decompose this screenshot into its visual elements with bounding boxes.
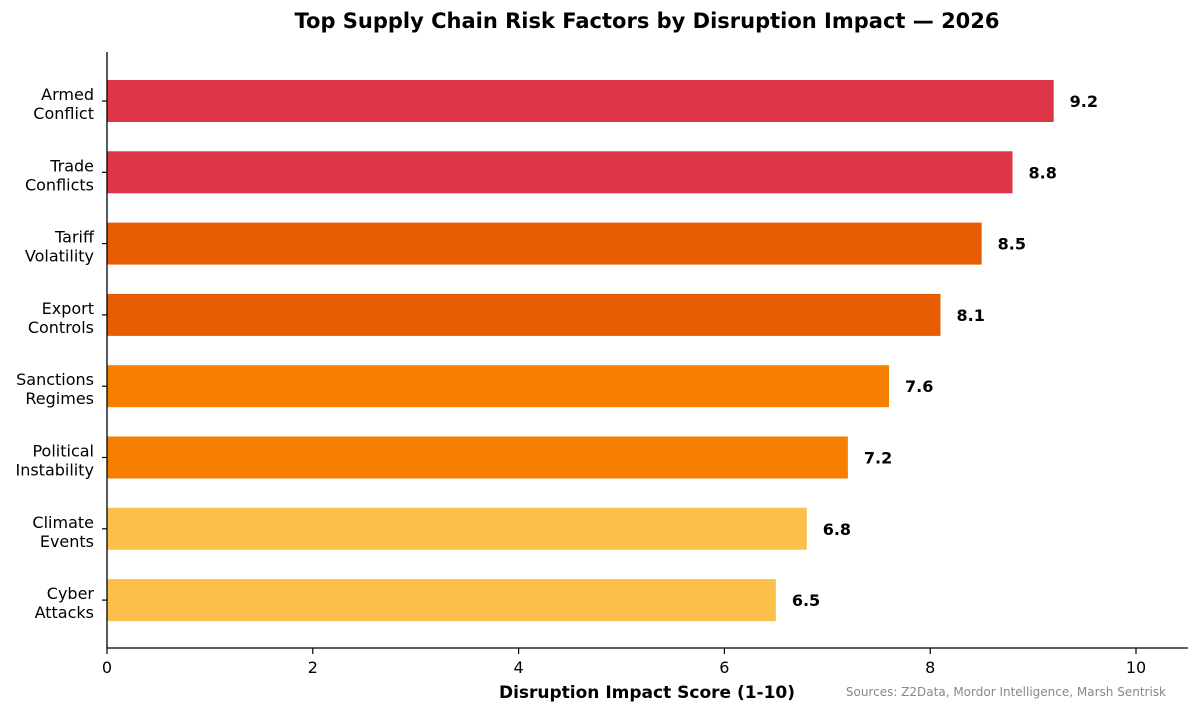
bar — [107, 222, 982, 265]
value-label: 8.8 — [1029, 163, 1057, 182]
y-tick-label-line: Volatility — [25, 247, 94, 266]
chart-title: Top Supply Chain Risk Factors by Disrupt… — [294, 9, 999, 33]
y-tick-label-line: Political — [32, 442, 94, 461]
bar — [107, 579, 776, 622]
y-tick-label: Trade Conflicts — [25, 156, 94, 194]
x-tick-label: 2 — [308, 658, 318, 677]
value-label: 7.6 — [905, 377, 933, 396]
x-tick-label: 4 — [514, 658, 524, 677]
y-tick-label-line: Controls — [28, 318, 94, 337]
y-tick-label-line: Sanctions — [16, 370, 94, 389]
x-tick-label: 8 — [925, 658, 935, 677]
y-tick-label-line: Armed — [41, 85, 94, 104]
y-tick-label-line: Conflict — [33, 104, 94, 123]
y-tick-label: Political Instability — [15, 442, 94, 480]
value-label: 9.2 — [1070, 92, 1098, 111]
bar — [107, 80, 1054, 122]
bar — [107, 365, 890, 408]
y-tick-label-line: Instability — [15, 461, 94, 480]
x-tick-label: 10 — [1126, 658, 1146, 677]
y-tick-label-line: Conflicts — [25, 175, 94, 194]
y-tick-label: Sanctions Regimes — [16, 370, 94, 408]
value-label: 7.2 — [864, 449, 892, 468]
y-tick-label-line: Regimes — [25, 389, 94, 408]
y-tick-label: Cyber Attacks — [35, 584, 95, 622]
y-tick-label-line: Tariff — [54, 228, 95, 247]
y-tick-label-line: Events — [40, 532, 94, 551]
y-tick-label-line: Trade — [49, 156, 94, 175]
source-note: Sources: Z2Data, Mordor Intelligence, Ma… — [846, 685, 1166, 699]
value-label: 6.8 — [823, 520, 851, 539]
y-tick-label-line: Cyber — [47, 584, 95, 603]
y-tick-label: Climate Events — [32, 513, 94, 551]
value-label: 8.5 — [998, 235, 1026, 254]
value-label: 6.5 — [792, 591, 820, 610]
y-tick-label-line: Attacks — [35, 603, 94, 622]
x-axis-label: Disruption Impact Score (1-10) — [499, 683, 795, 703]
bar — [107, 507, 807, 550]
y-tick-label: Export Controls — [28, 299, 94, 337]
bar — [107, 436, 848, 479]
value-label: 8.1 — [956, 306, 984, 325]
y-tick-label-line: Climate — [32, 513, 94, 532]
x-tick-label: 6 — [719, 658, 729, 677]
bar — [107, 151, 1013, 194]
bar — [107, 293, 941, 336]
x-tick-label: 0 — [102, 658, 112, 677]
y-tick-label: Armed Conflict — [33, 85, 94, 123]
y-tick-label-line: Export — [42, 299, 94, 318]
y-tick-label: Tariff Volatility — [25, 228, 95, 266]
